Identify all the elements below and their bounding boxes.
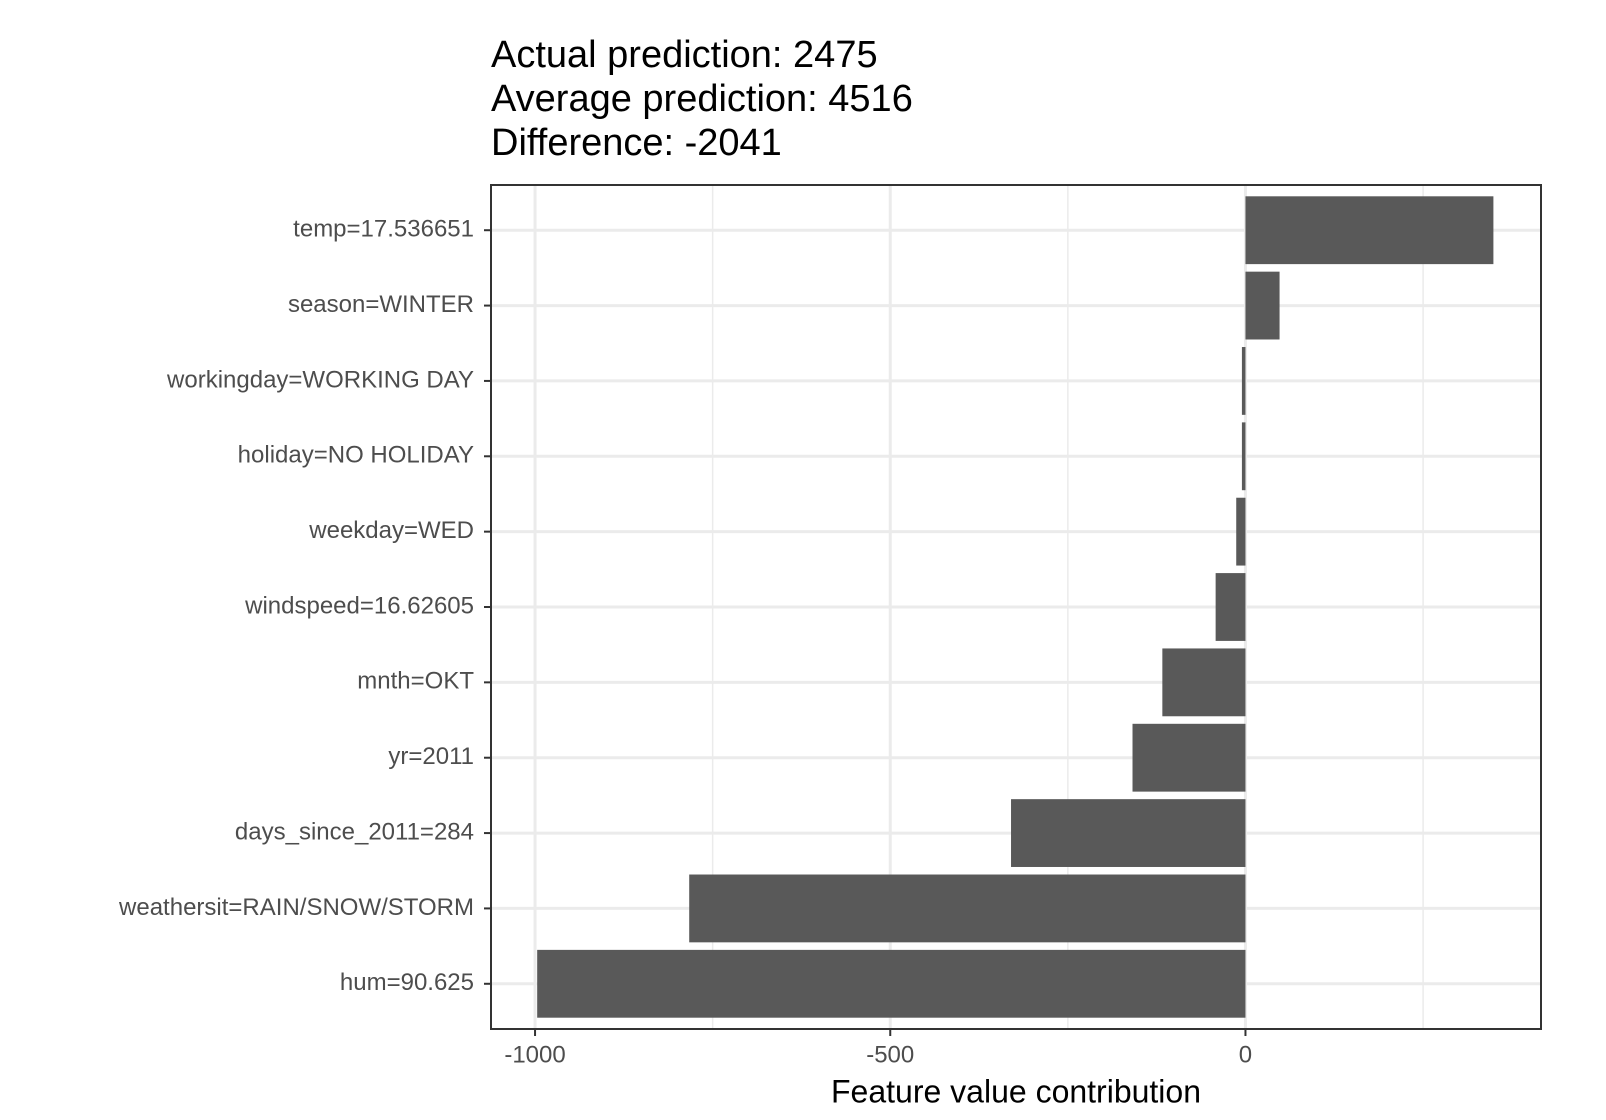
bar [1245,271,1280,340]
y-tick-label: days_since_2011=284 [235,818,474,845]
y-tick-label: weekday=WED [308,517,474,544]
bar [1241,422,1246,491]
y-tick-label: season=WINTER [288,291,474,318]
bar [1236,497,1246,566]
y-tick-label: weathersit=RAIN/SNOW/STORM [118,894,474,921]
x-axis-label: Feature value contribution [831,1073,1201,1109]
y-tick-label: mnth=OKT [357,668,474,695]
bar [1245,196,1494,265]
x-tick-label: 0 [1239,1041,1252,1068]
y-tick-label: temp=17.536651 [293,216,474,243]
chart-title: Difference: -2041 [491,122,782,164]
y-tick-label: yr=2011 [388,743,474,770]
bar [1162,648,1246,717]
chart-title: Average prediction: 4516 [491,78,913,120]
y-tick-label: windspeed=16.62605 [244,592,474,619]
chart-title: Actual prediction: 2475 [491,34,878,76]
bar [1215,573,1246,641]
x-tick-label: -500 [866,1041,914,1068]
y-tick-label: hum=90.625 [340,969,474,996]
bar [1241,347,1246,415]
bar [1132,723,1246,792]
bar [537,949,1246,1018]
y-tick-label: workingday=WORKING DAY [166,366,474,393]
bar [1011,799,1246,867]
y-tick-label: holiday=NO HOLIDAY [238,442,474,469]
bar [689,874,1246,943]
x-tick-label: -1000 [504,1041,565,1068]
